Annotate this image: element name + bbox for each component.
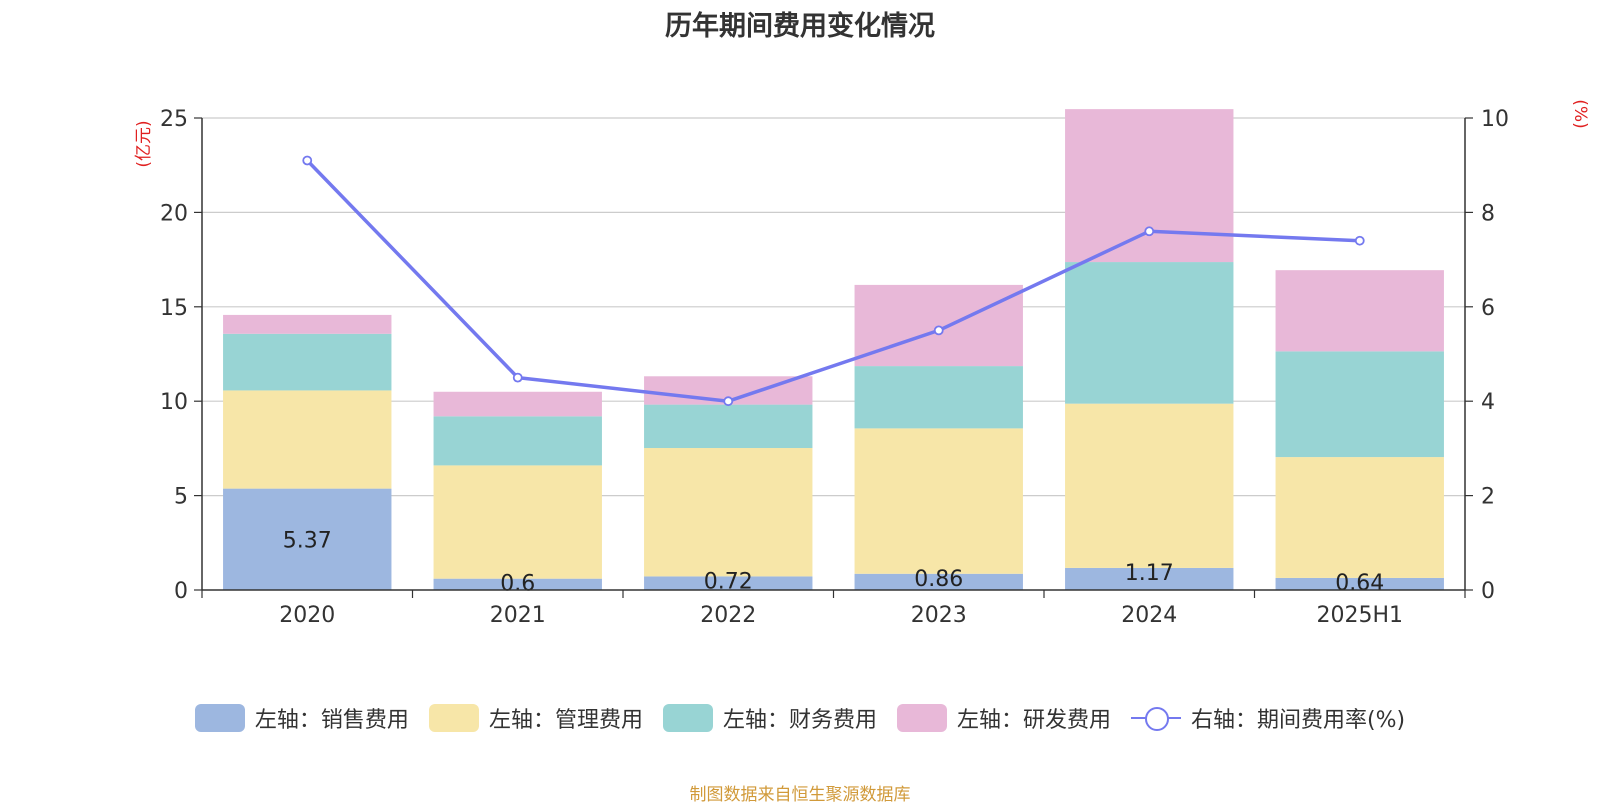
bar-2-2023 <box>854 428 1023 574</box>
chart-plot: 5.370.6 0.72 0.86 1.17 0.64 0510152025024681… <box>134 99 1590 628</box>
bar-1-2020 <box>223 488 392 590</box>
legend-label-rate: 右轴：期间费用率(%) <box>1190 708 1406 733</box>
y-right-tick-label: 0 <box>1481 579 1495 604</box>
bar-2-2025H1 <box>1275 457 1444 578</box>
x-tick-label: 2021 <box>490 603 546 628</box>
bar-4-2020 <box>223 314 392 334</box>
x-tick-label: 2024 <box>1121 603 1177 628</box>
legend-label-rd: 左轴：研发费用 <box>956 708 1111 733</box>
rate-point <box>302 155 313 166</box>
bar-2-2021 <box>433 465 602 579</box>
rate-point <box>933 325 944 336</box>
y-right-tick-label: 8 <box>1481 201 1495 226</box>
bar-1-2023 <box>854 573 1023 590</box>
x-tick-label: 2025H1 <box>1316 603 1403 628</box>
bar-3-2023 <box>854 366 1023 429</box>
y-left-tick-label: 0 <box>174 579 188 604</box>
data-label: 1.17 <box>1125 561 1174 586</box>
y-right-tick-label: 10 <box>1481 107 1509 132</box>
rate-point <box>723 396 734 407</box>
legend-label-sales: 左轴：销售费用 <box>254 708 409 733</box>
chart-title: 历年期间费用变化情况 <box>665 11 935 42</box>
x-tick-label: 2020 <box>279 603 335 628</box>
y-right-tick-label: 6 <box>1481 296 1495 321</box>
y-left-tick-label: 10 <box>160 390 188 415</box>
grid-lines <box>202 117 1465 497</box>
bar-3-2020 <box>223 333 392 391</box>
bar-4-2021 <box>433 391 602 417</box>
bar-3-2025H1 <box>1275 351 1444 458</box>
y-right-tick-label: 4 <box>1481 390 1495 415</box>
bar-3-2024 <box>1065 262 1234 404</box>
data-label: 0.86 <box>914 567 963 592</box>
legend-swatch-rate <box>1130 704 1181 732</box>
legend-swatch-finance <box>662 704 713 732</box>
rate-line <box>302 155 1365 407</box>
data-source-note: 制图数据来自恒生聚源数据库 <box>689 785 911 805</box>
bar-4-2025H1 <box>1275 270 1444 352</box>
bar-3-2021 <box>433 416 602 466</box>
legend-swatch-admin <box>428 704 479 732</box>
y-left-tick-label: 20 <box>160 201 188 226</box>
legend: 左轴：销售费用 左轴：管理费用 左轴：财务费用 左轴：研发费用 右轴：期间费用率… <box>0 702 1600 734</box>
bar-2-2020 <box>223 390 392 489</box>
y-right-axis-label: (%) <box>1570 99 1590 128</box>
bar-1-2024 <box>1065 567 1234 590</box>
y-left-tick-label: 5 <box>174 485 188 510</box>
legend-item-rate[interactable]: 右轴：期间费用率(%) <box>1130 702 1406 734</box>
bar-1-2022 <box>644 576 813 590</box>
axes: 0 5 10 15 20 25 0 2 4 6 8 10 (亿元) (%) 2020 2021 2022 2023… <box>134 99 1590 628</box>
bar-4-2023 <box>854 284 1023 367</box>
data-label: 5.37 <box>283 528 332 553</box>
bar-2-2024 <box>1065 403 1234 568</box>
legend-item-admin[interactable]: 左轴：管理费用 <box>428 702 643 734</box>
legend-swatch-rd <box>896 704 947 732</box>
y-left-axis-label: (亿元) <box>134 120 154 167</box>
x-tick-label: 2022 <box>700 603 756 628</box>
legend-label-admin: 左轴：管理费用 <box>488 708 643 733</box>
legend-item-finance[interactable]: 左轴：财务费用 <box>662 702 877 734</box>
y-left-tick-label: 15 <box>160 296 188 321</box>
legend-swatch-sales <box>194 704 245 732</box>
rate-point <box>1354 235 1365 246</box>
legend-item-rd[interactable]: 左轴：研发费用 <box>896 702 1111 734</box>
legend-item-sales[interactable]: 左轴：销售费用 <box>194 702 409 734</box>
bar-series <box>223 109 1444 590</box>
y-right-tick-label: 2 <box>1481 485 1495 510</box>
y-left-tick-label: 25 <box>160 107 188 132</box>
x-tick-label: 2023 <box>911 603 967 628</box>
rate-point <box>1144 226 1155 237</box>
bar-1-2025H1 <box>1275 577 1444 590</box>
data-label: 0.6 <box>500 572 535 597</box>
legend-label-finance: 左轴：财务费用 <box>722 708 877 733</box>
rate-line-path <box>305 159 1360 403</box>
data-label: 0.64 <box>1335 571 1384 596</box>
rate-point <box>512 372 523 383</box>
bar-4-2024 <box>1065 109 1234 263</box>
bar-2-2022 <box>644 448 813 577</box>
bar-3-2022 <box>644 404 813 449</box>
bar-1-2021 <box>433 578 602 590</box>
